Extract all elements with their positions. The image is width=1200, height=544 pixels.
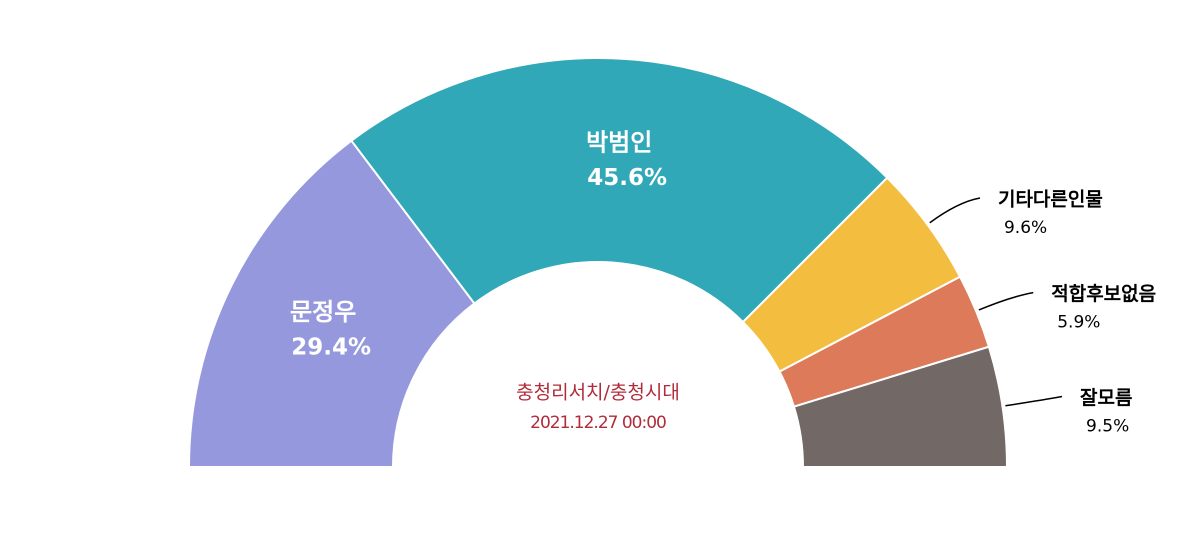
slice-value: 5.9%: [1057, 313, 1100, 333]
slice-label: 적합후보없음: [1051, 283, 1156, 305]
slice-label: 잘모름: [1080, 387, 1132, 409]
slice-value: 9.5%: [1086, 417, 1129, 437]
slice-label: 박범인: [586, 129, 652, 157]
slice-label: 기타다른인물: [998, 188, 1103, 210]
slice-value: 45.6%: [587, 165, 667, 191]
slice-value: 29.4%: [291, 335, 371, 361]
leader-line: [929, 197, 981, 224]
slice: [792, 345, 1009, 468]
center-title: 충청리서치/충청시대: [516, 382, 680, 404]
center-date: 2021.12.27 00:00: [530, 413, 666, 433]
slice-label: 문정우: [290, 298, 356, 326]
slice: [350, 57, 889, 324]
leader-line: [978, 291, 1034, 311]
leader-line: [1005, 395, 1063, 407]
slice-value: 9.6%: [1004, 218, 1047, 238]
slice: [187, 139, 476, 468]
